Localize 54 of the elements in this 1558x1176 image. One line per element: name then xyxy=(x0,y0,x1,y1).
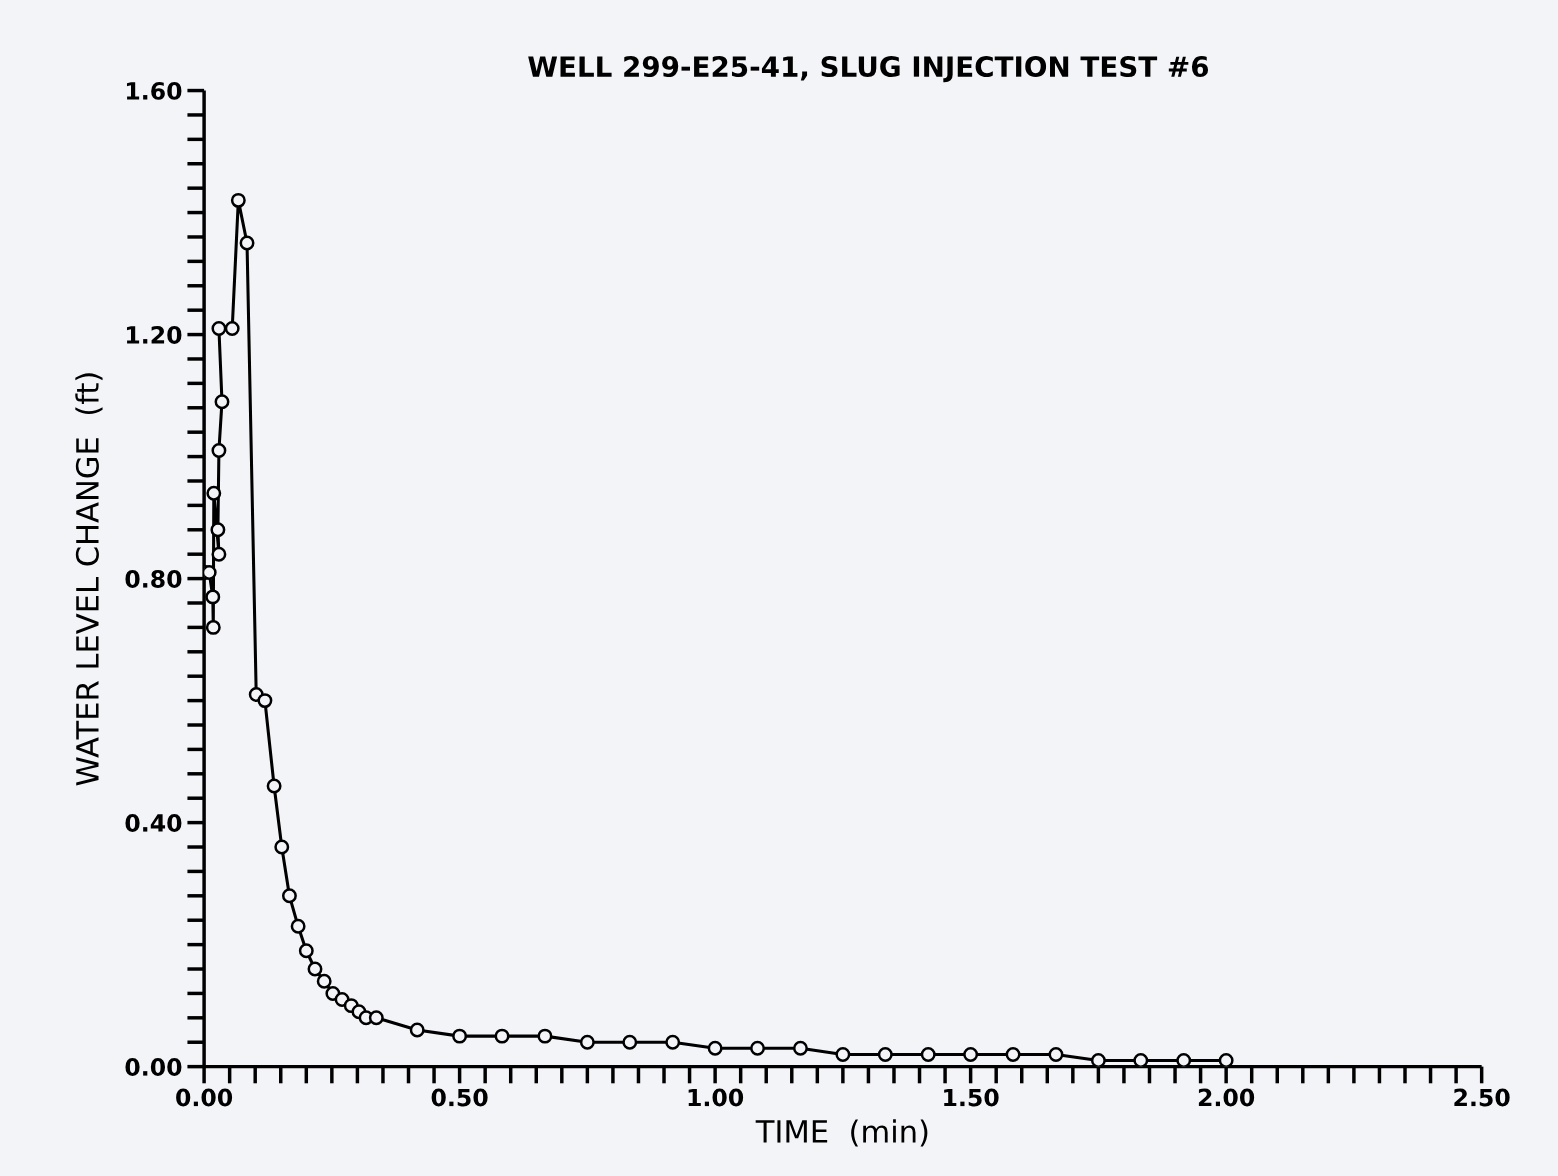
point xyxy=(1218,1053,1234,1067)
point xyxy=(266,778,282,794)
point xyxy=(290,918,306,934)
y-tick-label: 0.80 xyxy=(125,570,182,588)
point xyxy=(274,839,290,855)
x-tick-label: 1.50 xyxy=(944,1088,999,1107)
point xyxy=(707,1040,723,1056)
point xyxy=(1176,1053,1192,1067)
x-tick-label: 0.00 xyxy=(176,1088,233,1107)
point xyxy=(211,546,227,562)
point xyxy=(307,961,323,977)
x-tick-label: 0.50 xyxy=(431,1088,488,1107)
point xyxy=(622,1034,638,1050)
point xyxy=(211,321,227,336)
point xyxy=(281,888,297,904)
point xyxy=(452,1028,468,1044)
y-tick-label: 1.60 xyxy=(126,82,182,100)
point xyxy=(257,693,273,709)
point xyxy=(368,1010,384,1026)
point xyxy=(205,589,221,605)
point xyxy=(1090,1053,1106,1067)
point xyxy=(1005,1046,1021,1062)
y-tick-label: 0.00 xyxy=(125,1058,182,1076)
chart-title: WELL 299-E25-41, SLUG INJECTION TEST #6 xyxy=(528,56,1209,83)
point xyxy=(316,973,332,989)
point xyxy=(750,1040,765,1056)
y-tick-label: 1.20 xyxy=(126,326,182,344)
point xyxy=(298,943,314,959)
point xyxy=(224,321,240,336)
x-tick-label: 2.50 xyxy=(1454,1088,1510,1107)
point xyxy=(409,1022,425,1038)
point xyxy=(1133,1053,1149,1067)
point xyxy=(210,522,226,538)
point xyxy=(963,1046,979,1062)
point xyxy=(211,443,227,458)
point xyxy=(877,1046,893,1062)
point xyxy=(920,1046,936,1062)
x-tick-label: 1.00 xyxy=(688,1088,744,1107)
point xyxy=(1048,1046,1064,1062)
point xyxy=(793,1040,808,1056)
point xyxy=(230,192,246,208)
x-axis-title: TIME (min) xyxy=(755,1119,928,1147)
point xyxy=(665,1034,681,1050)
point xyxy=(835,1046,851,1062)
x-tick-label: 2.00 xyxy=(1198,1088,1255,1107)
point xyxy=(206,485,222,501)
point xyxy=(214,394,230,410)
point xyxy=(537,1028,553,1044)
y-tick-label: 0.40 xyxy=(125,814,182,832)
point xyxy=(579,1034,595,1050)
point xyxy=(494,1028,510,1044)
point xyxy=(239,235,255,251)
y-axis-title: WATER LEVEL CHANGE (ft) xyxy=(75,373,103,786)
point xyxy=(205,619,221,635)
